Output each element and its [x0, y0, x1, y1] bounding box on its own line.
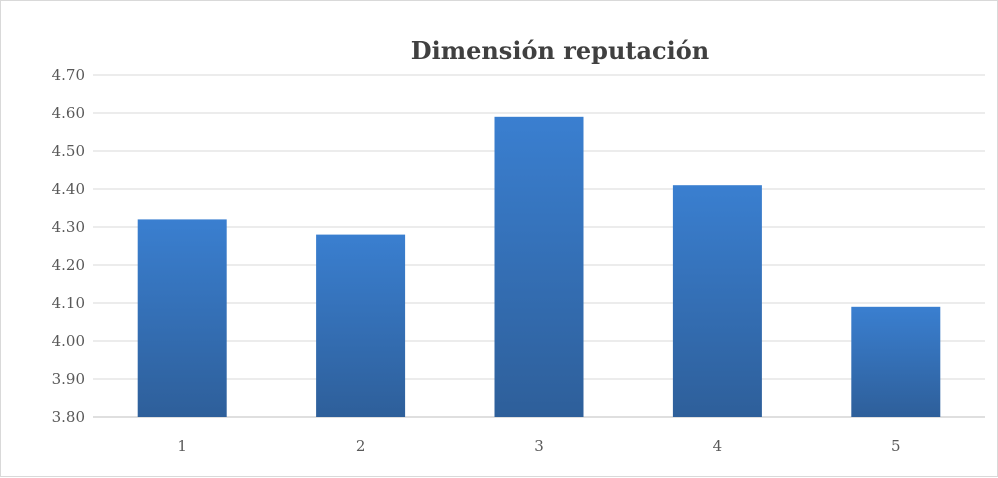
bar-2: [316, 234, 406, 417]
y-tick-label: 4.70: [52, 66, 85, 84]
bar-1: [137, 219, 227, 417]
y-axis-ticks: 3.80 3.90 4.00 4.10 4.20 4.30 4.40 4.50 4.60 4.70: [52, 66, 85, 426]
y-tick-label: 4.60: [52, 104, 85, 122]
x-tick-label: 3: [534, 437, 544, 455]
y-tick-label: 4.50: [52, 142, 85, 160]
y-tick-label: 4.10: [52, 294, 85, 312]
bars: [137, 116, 941, 418]
bar-4: [672, 185, 762, 417]
x-tick-label: 1: [177, 437, 187, 455]
y-tick-label: 3.80: [52, 408, 85, 426]
x-tick-label: 4: [713, 437, 723, 455]
bar-5: [851, 306, 941, 417]
bar-3: [494, 116, 584, 418]
chart-title: Dimensión reputación: [411, 36, 709, 65]
x-tick-label: 5: [891, 437, 901, 455]
y-tick-label: 4.00: [52, 332, 85, 350]
y-tick-label: 3.90: [52, 370, 85, 388]
y-tick-label: 4.40: [52, 180, 85, 198]
x-axis-ticks: 1 2 3 4 5: [177, 437, 900, 455]
y-tick-label: 4.30: [52, 218, 85, 236]
y-tick-label: 4.20: [52, 256, 85, 274]
x-tick-label: 2: [356, 437, 366, 455]
